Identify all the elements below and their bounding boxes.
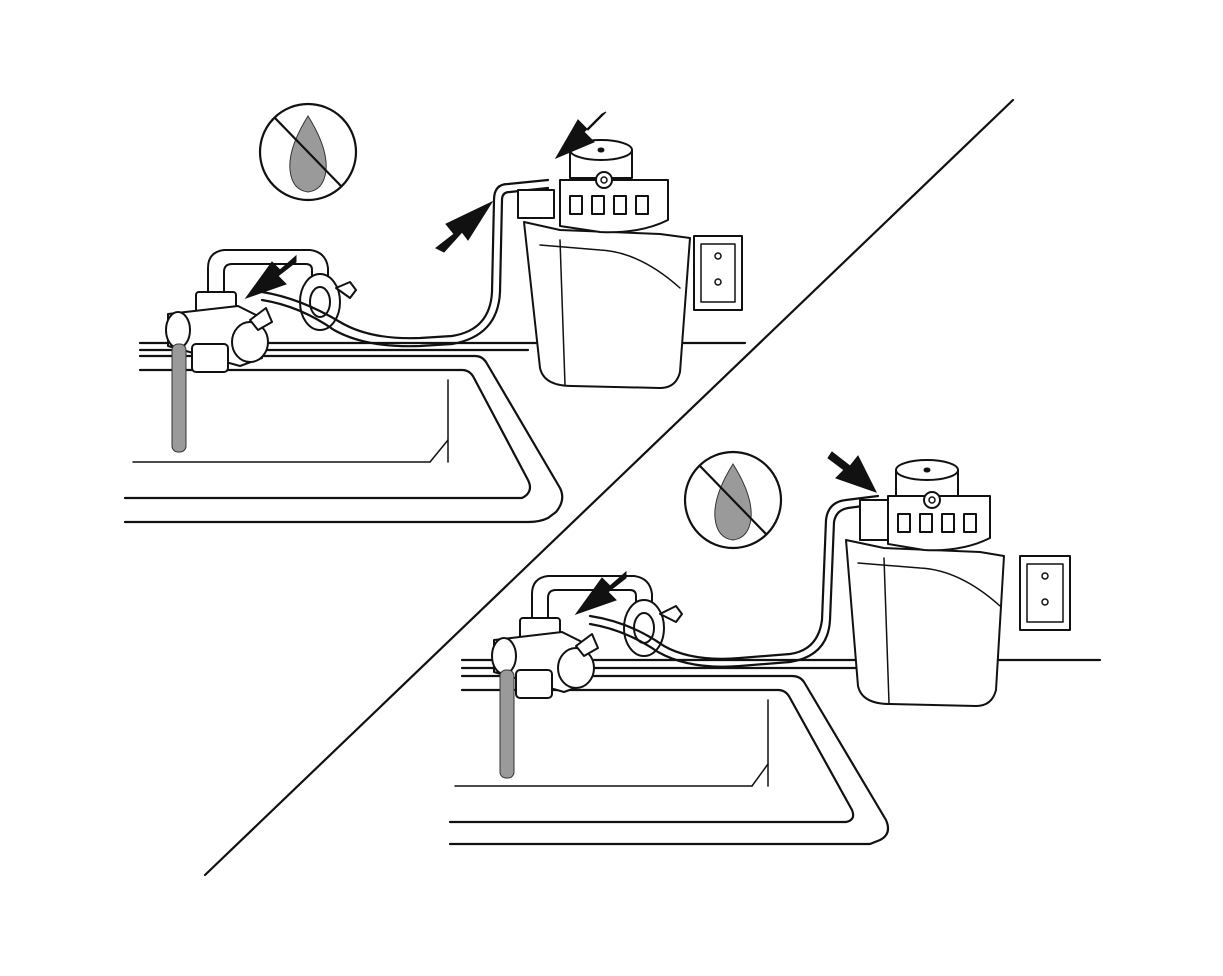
faucet-top xyxy=(165,249,357,373)
faucet-bottom xyxy=(491,575,683,699)
no-water-icon xyxy=(683,450,783,550)
filter-unit-bottom xyxy=(845,459,1005,707)
no-water-icon xyxy=(258,102,358,202)
panel-bottom-right xyxy=(448,450,1102,846)
diagonal-divider xyxy=(203,98,1015,877)
water-stream-top xyxy=(171,343,187,453)
arrow-hose-connection xyxy=(827,451,877,493)
wall-outlet-top xyxy=(693,235,743,311)
panel-top-left xyxy=(123,102,747,524)
filter-unit-top xyxy=(517,139,691,389)
arrow-outlet-connection xyxy=(554,111,607,160)
arrow-inlet-connection xyxy=(435,200,494,253)
wall-outlet-bottom xyxy=(1019,555,1071,631)
arrow-diverter-valve xyxy=(244,254,297,299)
hose-top xyxy=(260,178,550,340)
water-stream-bottom xyxy=(499,669,515,779)
arrow-diverter-valve xyxy=(574,570,627,615)
hose-bottom xyxy=(588,494,880,660)
